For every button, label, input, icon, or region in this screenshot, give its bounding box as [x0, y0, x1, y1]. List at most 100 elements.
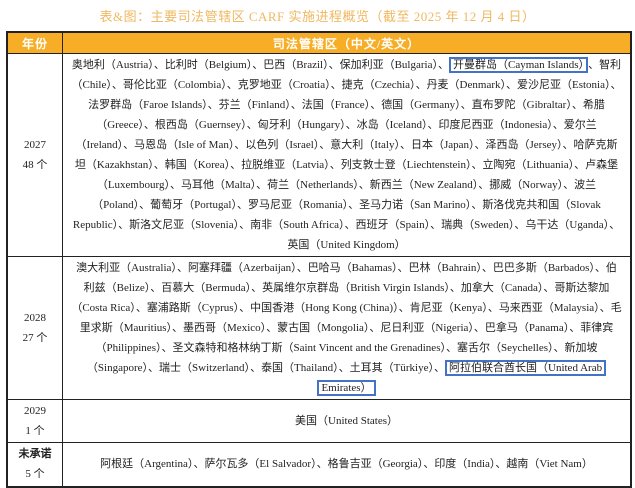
separator: 、	[449, 282, 461, 294]
separator: 、	[118, 219, 130, 231]
separator: 、	[246, 119, 258, 131]
header-year: 年份	[6, 31, 63, 54]
jurisdiction: 比利时（Belgium）	[164, 59, 253, 71]
jurisdiction: 格鲁吉亚（Georgia）	[327, 458, 424, 471]
separator: 、	[471, 159, 483, 171]
jurisdiction: 越南（Viet Nam）	[506, 458, 593, 471]
jurisdiction: 圣文森特和格林纳丁斯（Saint Vincent and the Grenadi…	[172, 342, 446, 354]
jurisdiction-list: 澳大利亚（Australia）、阿塞拜疆（Azerbaijan）、巴哈马（Bah…	[62, 256, 632, 400]
separator: 、	[239, 302, 251, 314]
separator: 、	[574, 159, 586, 171]
jurisdiction: 斯洛文尼亚（Slovenia）	[129, 219, 240, 231]
jurisdiction: 直布罗陀（Gibraltar）	[471, 99, 572, 111]
separator: 、	[562, 139, 574, 151]
separator: 、	[161, 342, 173, 354]
jurisdiction: 立陶宛（Lithuania）	[482, 159, 575, 171]
separator: 、	[348, 199, 360, 211]
separator: 、	[143, 119, 155, 131]
jurisdiction: 塞浦路斯（Cyprus）	[146, 302, 240, 314]
jurisdiction: 斯洛伐克共和国（Slovak Republic）	[72, 199, 601, 231]
separator: 、	[226, 79, 238, 91]
jurisdiction: 土耳其（Türkiye）	[349, 362, 434, 374]
separator: 、	[460, 99, 472, 111]
jurisdiction: 哈萨克斯坦（Kazakhstan）	[74, 139, 618, 171]
separator: 、	[481, 262, 493, 274]
jurisdiction: 泽西岛（Jersey）	[485, 139, 563, 151]
separator: 、	[543, 282, 555, 294]
highlighted-jurisdiction: 开曼群岛（Cayman Islands）	[448, 57, 589, 73]
jurisdiction: 瑞士（Switzerland）	[159, 362, 251, 374]
jurisdiction: 塞舌尔（Seychelles）	[456, 342, 554, 354]
year-cell: 2029 1 个	[6, 399, 63, 443]
separator: 、	[328, 59, 340, 71]
jurisdiction: 巴拿马（Panama）	[484, 322, 570, 334]
separator: 、	[330, 79, 342, 91]
separator: 、	[478, 179, 490, 191]
separator: 、	[369, 322, 381, 334]
jurisdiction: 意大利（Italy）	[330, 139, 400, 151]
separator: 、	[236, 199, 248, 211]
jurisdiction: 阿根廷（Argentina）	[100, 458, 194, 471]
separator: 、	[563, 179, 575, 191]
jurisdiction: 巴林（Bahrain）	[408, 262, 482, 274]
separator: 、	[329, 159, 341, 171]
jurisdiction: 保加利亚（Bulgaria）	[339, 59, 438, 71]
jurisdiction: 爱沙尼亚（Estonia）	[517, 79, 611, 91]
separator: 、	[370, 99, 382, 111]
jurisdiction-list: 美国（United States）	[62, 399, 632, 443]
jurisdiction: 日本（Japan）	[410, 139, 475, 151]
jurisdiction: 法罗群岛（Faroe Islands）	[88, 99, 208, 111]
separator: 、	[150, 282, 162, 294]
separator: 、	[169, 179, 181, 191]
jurisdiction: 韩国（Korea）	[164, 159, 231, 171]
jurisdiction: 新加坡（Singapore）	[86, 342, 598, 374]
jurisdiction: 泰国（Thailand）	[261, 362, 339, 374]
jurisdiction: 加拿大（Canada）	[460, 282, 544, 294]
separator: 、	[430, 219, 442, 231]
separator: 、	[256, 179, 268, 191]
year-label: 2027	[24, 139, 46, 151]
separator: 、	[193, 458, 205, 471]
carf-timeline-table: 年份 司法管辖区（中文/英文） 2027 48 个 奥地利（Austria） 、 比利时…	[6, 31, 632, 488]
jurisdiction: 墨西哥（Mexico）	[183, 322, 267, 334]
table-row: 2028 27 个澳大利亚（Australia）、阿塞拜疆（Azerbaijan）…	[6, 256, 632, 400]
separator: 、	[345, 119, 357, 131]
jurisdiction-count: 27 个	[22, 332, 48, 344]
jurisdiction: 丹麦（Denmark）	[426, 79, 506, 91]
jurisdiction: 芬兰（Finland）	[218, 99, 291, 111]
jurisdiction: 奥地利（Austria）	[71, 59, 154, 71]
separator: 、	[230, 159, 242, 171]
year-label: 未承诺	[18, 448, 52, 461]
jurisdiction-count: 48 个	[22, 159, 48, 171]
jurisdiction-list: 阿根廷（Argentina）、萨尔瓦多（El Salvador）、格鲁吉亚（Ge…	[62, 442, 632, 487]
separator: 、	[251, 282, 263, 294]
separator: 、	[473, 322, 485, 334]
separator: 、	[423, 458, 435, 471]
separator: 、	[594, 262, 606, 274]
jurisdiction-count: 5 个	[25, 468, 45, 481]
jurisdiction: 南非（South Africa）	[250, 219, 345, 231]
jurisdiction: 马恩岛（Isle of Man）	[134, 139, 235, 151]
jurisdiction: 印度尼西亚（Indonesia）	[438, 119, 553, 131]
jurisdiction: 以色列（Israel）	[245, 139, 320, 151]
jurisdiction-list: 奥地利（Austria）、比利时（Belgium）、巴西（Brazil）、保加利…	[62, 53, 632, 257]
jurisdiction: 美国（United States）	[295, 415, 398, 427]
jurisdiction: 西班牙（Spain）	[355, 219, 431, 231]
jurisdiction: 根西岛（Guernsey）	[154, 119, 247, 131]
jurisdiction: 中国香港（Hong Kong (China)）	[250, 302, 399, 314]
separator: 、	[153, 159, 165, 171]
separator: 、	[571, 99, 583, 111]
separator: 、	[487, 302, 499, 314]
separator: 、	[139, 199, 151, 211]
jurisdiction: 爱尔兰（Ireland）	[75, 119, 597, 151]
jurisdiction: 印度（India）	[434, 458, 496, 471]
jurisdiction: 哥斯达黎加（Costa Rica）	[71, 282, 610, 314]
jurisdiction: 菲律宾（Philippines）	[95, 322, 614, 354]
header-row: 年份 司法管辖区（中文/英文）	[6, 31, 632, 54]
jurisdiction: 拉脱维亚（Latvia）	[241, 159, 330, 171]
jurisdiction: 毛里求斯（Mauritius）	[79, 302, 622, 334]
year-cell: 未承诺 5 个	[6, 442, 63, 487]
jurisdiction: 匈牙利（Hungary）	[257, 119, 346, 131]
separator: 、	[445, 342, 457, 354]
table-row: 2027 48 个奥地利（Austria）、比利时（Belgium）、巴西（Bra…	[6, 53, 632, 257]
